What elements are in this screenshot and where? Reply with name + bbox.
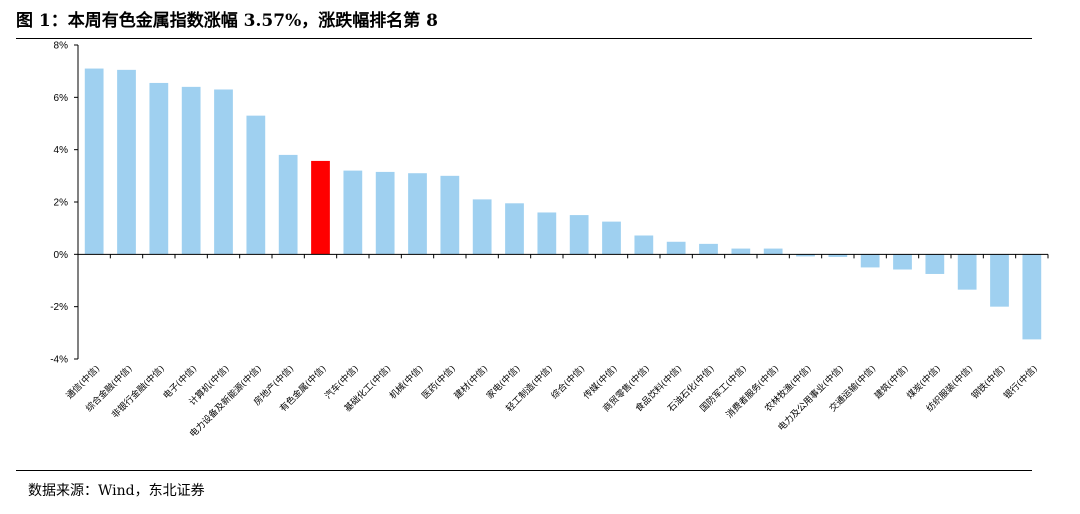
y-axis: 8% 6% 4% 2% 0% -2% -4% [50, 41, 79, 366]
bar [569, 215, 589, 255]
y-tick-label: -2% [50, 302, 68, 313]
bar [634, 235, 654, 255]
bar [149, 82, 169, 255]
bar [440, 175, 460, 255]
y-tick-label: 2% [54, 198, 69, 209]
bar [925, 254, 945, 274]
y-tick-label: 8% [54, 41, 69, 52]
x-category-label: 建材(中信) [451, 363, 490, 402]
bar [117, 69, 136, 255]
x-category-label: 建筑(中信) [872, 363, 911, 402]
bar [666, 241, 686, 255]
bar [84, 68, 104, 255]
bar [893, 254, 912, 270]
title-rule [16, 38, 1032, 39]
source-note: 数据来源：Wind，东北证券 [28, 483, 205, 499]
bar-highlight [311, 160, 330, 255]
bar [957, 254, 977, 290]
x-category-label: 机械(中信) [387, 363, 426, 402]
bar [731, 248, 751, 255]
bar [602, 221, 621, 255]
bar [278, 154, 298, 255]
bar [375, 171, 395, 255]
y-tick-label: 0% [54, 250, 69, 261]
bars [77, 68, 1049, 340]
bar [990, 254, 1009, 307]
figure-title: 图 1：本周有色金属指数涨幅 3.57%，涨跌幅排名第 8 [16, 11, 438, 31]
y-tick-label: 6% [54, 93, 69, 104]
bar [343, 170, 363, 255]
bar [472, 199, 492, 255]
bar [699, 243, 718, 255]
bar [181, 86, 201, 255]
x-category-label: 钢铁(中信) [969, 363, 1008, 402]
x-axis-labels: 通信(中信)综合金融(中信)非银行金融(中信)电子(中信)计算机(中信)电力设备… [63, 363, 1040, 440]
x-category-label: 医药(中信) [419, 363, 458, 402]
x-category-label: 综合(中信) [548, 363, 587, 402]
bar [214, 89, 233, 255]
bar [860, 254, 880, 268]
x-category-label: 非银行金融(中信) [109, 363, 167, 421]
bar [246, 115, 266, 255]
bar [505, 203, 524, 255]
y-tick-label: -4% [50, 355, 68, 366]
x-category-label: 银行(中信) [1001, 363, 1040, 402]
bar [796, 254, 815, 257]
bar [1022, 254, 1042, 340]
y-tick-label: 4% [54, 145, 69, 156]
bar [537, 212, 557, 255]
bar [408, 173, 427, 255]
bar [828, 254, 848, 257]
bar [763, 248, 783, 255]
footer-rule [16, 470, 1032, 471]
bar-chart: 8% 6% 4% 2% 0% -2% -4% 通信(中信)综合金融(中信)非银行金融(中信)… [50, 41, 1049, 440]
